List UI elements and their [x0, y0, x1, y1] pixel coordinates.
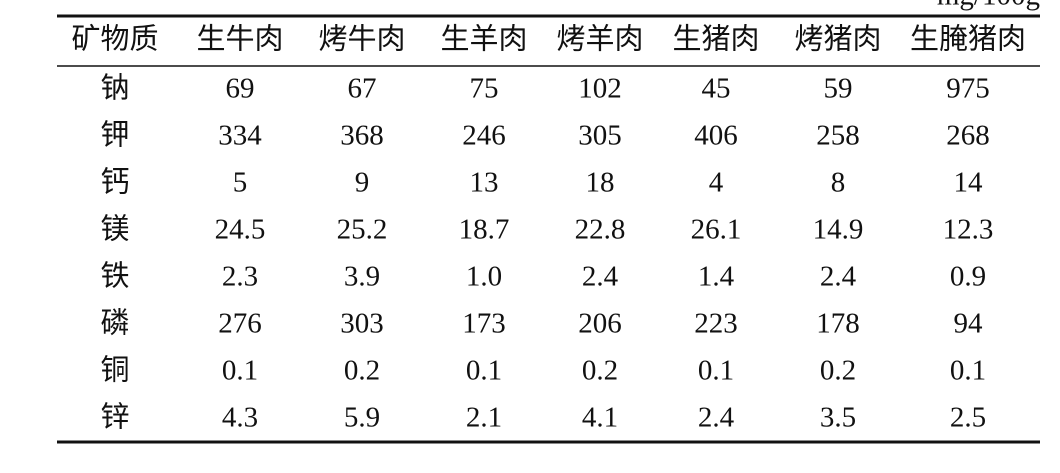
- cell: 0.1: [698, 355, 734, 387]
- cell: 75: [470, 73, 499, 105]
- cell: 8: [831, 167, 846, 199]
- cell: 24.5: [215, 214, 266, 246]
- header-cell: 生猪肉: [672, 23, 759, 56]
- cell: 22.8: [575, 214, 626, 246]
- cell: 14: [954, 167, 984, 199]
- row-label: 铜: [100, 354, 129, 387]
- cell: 303: [340, 308, 384, 340]
- cell: 246: [462, 120, 506, 152]
- cell: 4: [709, 167, 724, 199]
- row-label: 锌: [100, 401, 129, 434]
- cell: 0.2: [820, 355, 856, 387]
- cell: 178: [816, 308, 860, 340]
- cell: 368: [340, 120, 384, 152]
- cell: 18.7: [459, 214, 510, 246]
- cell: 3.5: [820, 402, 856, 434]
- cell: 2.5: [950, 402, 986, 434]
- cell: 0.1: [950, 355, 986, 387]
- cell: 2.3: [222, 261, 258, 293]
- cell: 59: [824, 73, 853, 105]
- row-label: 钙: [100, 166, 129, 199]
- cell: 206: [578, 308, 622, 340]
- cell: 4.3: [222, 402, 258, 434]
- header-cell: 烤牛肉: [318, 23, 405, 56]
- cell: 13: [470, 167, 499, 199]
- cell: 2.4: [582, 261, 619, 293]
- cell: 3.9: [344, 261, 380, 293]
- cell: 69: [226, 73, 255, 105]
- cell: 14.9: [813, 214, 864, 246]
- cell: 1.0: [466, 261, 502, 293]
- cell: 406: [694, 120, 738, 152]
- cell: 2.4: [698, 402, 735, 434]
- cell: 2.1: [466, 402, 502, 434]
- cell: 258: [816, 120, 860, 152]
- cell: 305: [578, 120, 622, 152]
- cell: 223: [694, 308, 738, 340]
- header-cell: 生腌猪肉: [910, 23, 1026, 56]
- cell: 0.1: [222, 355, 258, 387]
- cell: 9: [355, 167, 370, 199]
- header-cell: 烤羊肉: [556, 23, 643, 56]
- header-cell: 矿物质: [71, 23, 158, 56]
- cell: 5: [233, 167, 248, 199]
- row-label: 镁: [100, 213, 129, 246]
- cell: 0.2: [582, 355, 618, 387]
- cell: 0.9: [950, 261, 986, 293]
- header-cell: 生羊肉: [440, 23, 527, 56]
- cell: 173: [462, 308, 506, 340]
- cell: 276: [218, 308, 262, 340]
- cell: 975: [946, 73, 990, 105]
- cell: 2.4: [820, 261, 857, 293]
- cell: 0.1: [466, 355, 502, 387]
- cell: 268: [946, 120, 990, 152]
- row-label: 铁: [100, 260, 129, 293]
- cell: 334: [218, 120, 262, 152]
- header-cell: 生牛肉: [196, 23, 283, 56]
- cell: 45: [702, 73, 731, 105]
- cell: 18: [586, 167, 615, 199]
- cell: 4.1: [582, 402, 618, 434]
- row-label: 钠: [100, 72, 129, 105]
- cell: 0.2: [344, 355, 380, 387]
- cell: 25.2: [337, 214, 388, 246]
- cell: 5.9: [344, 402, 380, 434]
- cell: 94: [954, 308, 984, 340]
- cell: 12.3: [943, 214, 994, 246]
- header-cell: 烤猪肉: [794, 23, 881, 56]
- row-label: 磷: [100, 307, 129, 340]
- row-label: 钾: [100, 119, 129, 152]
- cell: 26.1: [691, 214, 742, 246]
- cell: 1.4: [698, 261, 735, 293]
- cell: 102: [578, 73, 622, 105]
- unit-label: mg/100g: [937, 0, 1040, 12]
- cell: 67: [348, 73, 377, 105]
